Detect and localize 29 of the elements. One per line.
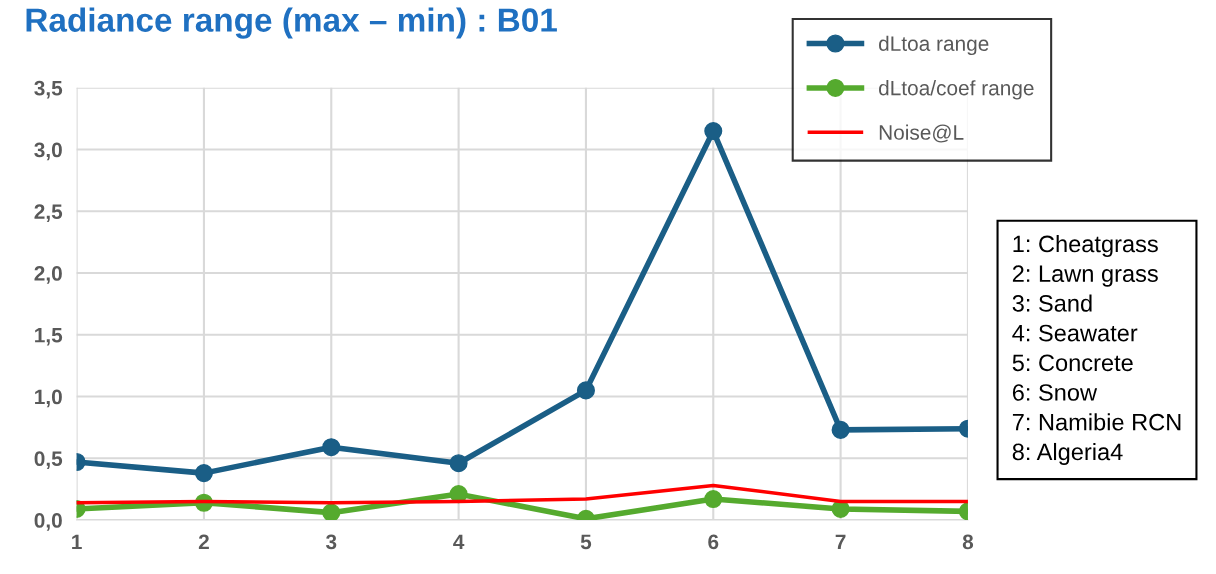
- y-tick-label: 2,5: [34, 204, 63, 223]
- point: [704, 490, 723, 509]
- x-tick-label: 7: [835, 534, 846, 550]
- legend-label: Noise@L: [879, 124, 964, 143]
- point: [704, 122, 723, 141]
- y-tick-label: 1,0: [35, 389, 62, 408]
- point: [449, 454, 468, 473]
- x-tick-label: 4: [453, 534, 465, 550]
- x-tick-label: 6: [708, 534, 719, 550]
- text: 1: Cheatgrass 2: Lawn grass 3: Sand 4: Seawater 5: Concrete 6: Snow 7: Namibie RCN 8: Algeria4: [1012, 234, 1181, 465]
- y-tick-label: 3,5: [34, 80, 63, 99]
- y-tick-label: 2,0: [34, 266, 62, 284]
- point: [322, 503, 341, 521]
- legend-label: dLtoa range: [879, 35, 989, 56]
- point: [194, 464, 213, 483]
- x-tick-label: 5: [580, 534, 592, 550]
- point: [322, 438, 341, 457]
- y-tick-label: 3,0: [34, 142, 62, 161]
- x-tick-label: 3: [325, 534, 337, 550]
- point: [576, 381, 595, 400]
- x-tick-label: 8: [962, 534, 974, 550]
- y-tick-label: 1,5: [35, 328, 63, 346]
- chart-title: Radiance range (max – min) : B01: [26, 7, 557, 39]
- point: [831, 420, 850, 439]
- legend-label: dLtoa/coef range: [879, 80, 1034, 100]
- y-tick-label: 0,5: [34, 451, 63, 470]
- y-tick-label: 0,0: [34, 513, 62, 531]
- x-tick-label: 1: [72, 534, 82, 550]
- x-tick-label: 2: [198, 534, 209, 550]
